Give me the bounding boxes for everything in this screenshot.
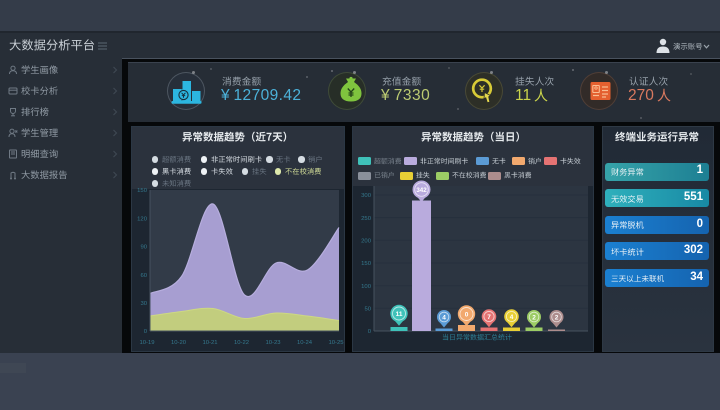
svg-text:10-22: 10-22 [234,340,249,346]
svg-text:342: 342 [416,187,427,194]
svg-text:200: 200 [361,239,372,245]
svg-text:10-25: 10-25 [328,340,344,346]
svg-text:30: 30 [140,301,147,307]
svg-text:0: 0 [465,311,469,318]
svg-text:50: 50 [364,307,371,313]
svg-text:10-24: 10-24 [297,340,313,346]
svg-text:7: 7 [487,314,491,321]
svg-text:2: 2 [555,314,559,321]
svg-text:300: 300 [361,193,372,199]
svg-text:0: 0 [144,329,148,335]
svg-text:10-23: 10-23 [265,340,281,346]
svg-text:0: 0 [368,329,372,335]
svg-text:10-20: 10-20 [171,340,187,346]
svg-text:10-21: 10-21 [202,340,217,346]
svg-text:100: 100 [361,284,372,290]
svg-text:120: 120 [137,216,148,222]
svg-text:11: 11 [396,311,403,318]
svg-text:10-19: 10-19 [139,340,154,346]
svg-text:90: 90 [140,245,147,251]
svg-text:150: 150 [361,261,372,267]
svg-text:4: 4 [442,314,446,321]
svg-text:250: 250 [361,216,372,222]
svg-text:4: 4 [510,314,514,321]
svg-text:2: 2 [532,314,536,321]
svg-text:60: 60 [140,273,147,279]
svg-text:150: 150 [137,188,148,194]
